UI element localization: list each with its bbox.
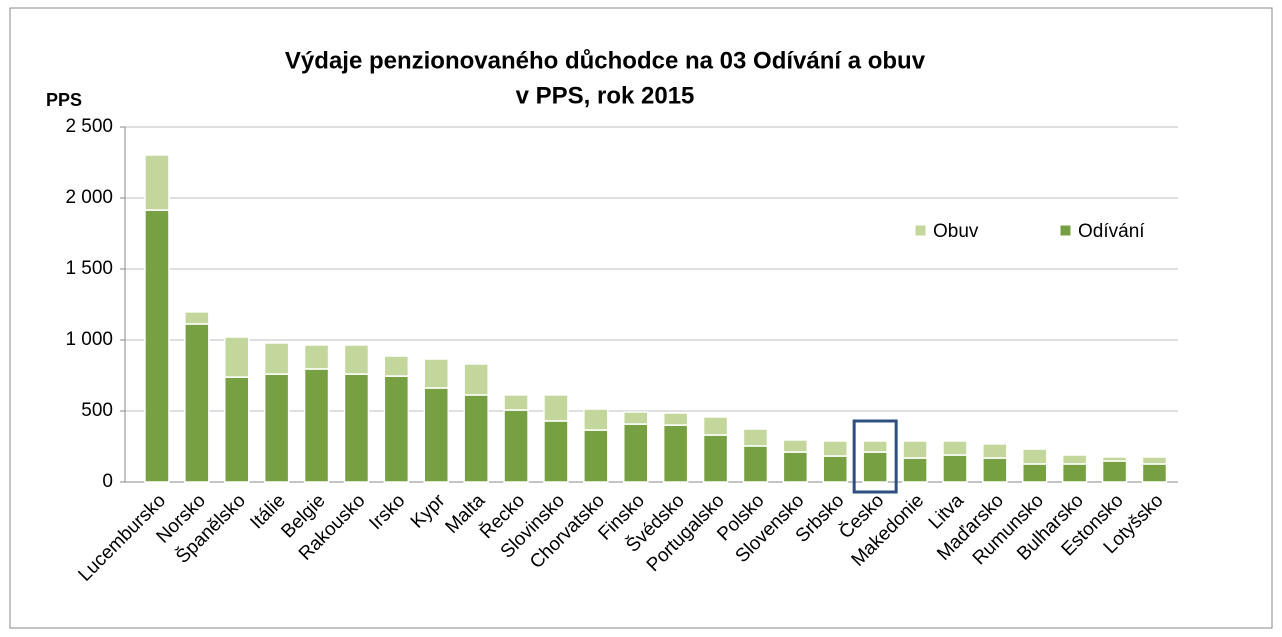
chart-border (9, 7, 1273, 629)
bar-segment (463, 394, 489, 483)
bar-segment (623, 411, 649, 425)
bar-segment (822, 440, 848, 457)
bar-segment (1141, 463, 1168, 483)
bar-segment (902, 457, 928, 483)
bar-segment (303, 368, 330, 483)
y-axis-label: PPS (46, 90, 82, 110)
bar-segment (303, 344, 330, 370)
y-tick-label: 2 000 (65, 187, 113, 208)
bar-segment (224, 336, 250, 378)
bar-segment (662, 412, 689, 426)
bar-segment (742, 428, 769, 447)
chart-subtitle: v PPS, rok 2015 (516, 82, 695, 109)
bar-segment (1101, 456, 1128, 462)
bar-segment (583, 429, 609, 483)
bar-segment (224, 376, 250, 483)
bar-segment (862, 440, 888, 453)
y-tick-label: 2 500 (65, 116, 113, 137)
bar-segment (902, 440, 928, 459)
bar-segment (982, 443, 1008, 459)
chart-title: Výdaje penzionovaného důchodce na 03 Odí… (285, 47, 926, 74)
y-tick-label: 0 (102, 471, 113, 492)
bar-segment (662, 424, 689, 483)
bar-segment (423, 358, 449, 389)
bar-segment (1061, 454, 1088, 465)
bar-segment (144, 154, 170, 211)
bar-segment (343, 344, 370, 375)
bar-segment (1022, 448, 1048, 465)
legend-swatch (1059, 224, 1072, 237)
bar-segment (982, 457, 1008, 483)
bar-segment (782, 451, 809, 483)
bar-segment (1022, 463, 1048, 483)
bar-segment (543, 394, 569, 422)
highlight-box (852, 419, 898, 494)
bar-segment (343, 373, 370, 483)
bar-segment (1141, 456, 1168, 465)
bar-segment (383, 355, 410, 377)
bar-segment (742, 445, 769, 483)
bar-segment (263, 342, 290, 375)
bar-segment (623, 423, 649, 483)
bar-segment (503, 394, 529, 411)
bar-segment (702, 434, 729, 483)
bar-segment (782, 439, 809, 453)
legend-swatch (914, 224, 927, 237)
bar-segment (144, 209, 170, 483)
bar-segment (184, 323, 210, 483)
bar-segment (942, 454, 968, 483)
bar-segment (383, 375, 410, 483)
bar-segment (1061, 463, 1088, 483)
bar-segment (503, 409, 529, 483)
bar-segment (543, 420, 569, 483)
y-tick-label: 1 500 (65, 258, 113, 279)
bar-segment (423, 387, 449, 483)
y-tick-label: 1 000 (65, 329, 113, 350)
bar-segment (862, 451, 888, 483)
legend-label: Obuv (933, 221, 979, 242)
bar-segment (822, 455, 848, 483)
y-tick-label: 500 (81, 400, 113, 421)
bar-segment (583, 408, 609, 431)
bar-segment (463, 363, 489, 396)
bar-segment (942, 440, 968, 456)
bar-segment (184, 311, 210, 325)
bar-segment (702, 416, 729, 436)
legend-label: Odívání (1078, 221, 1145, 242)
bar-segment (1101, 460, 1128, 483)
bar-segment (263, 373, 290, 483)
